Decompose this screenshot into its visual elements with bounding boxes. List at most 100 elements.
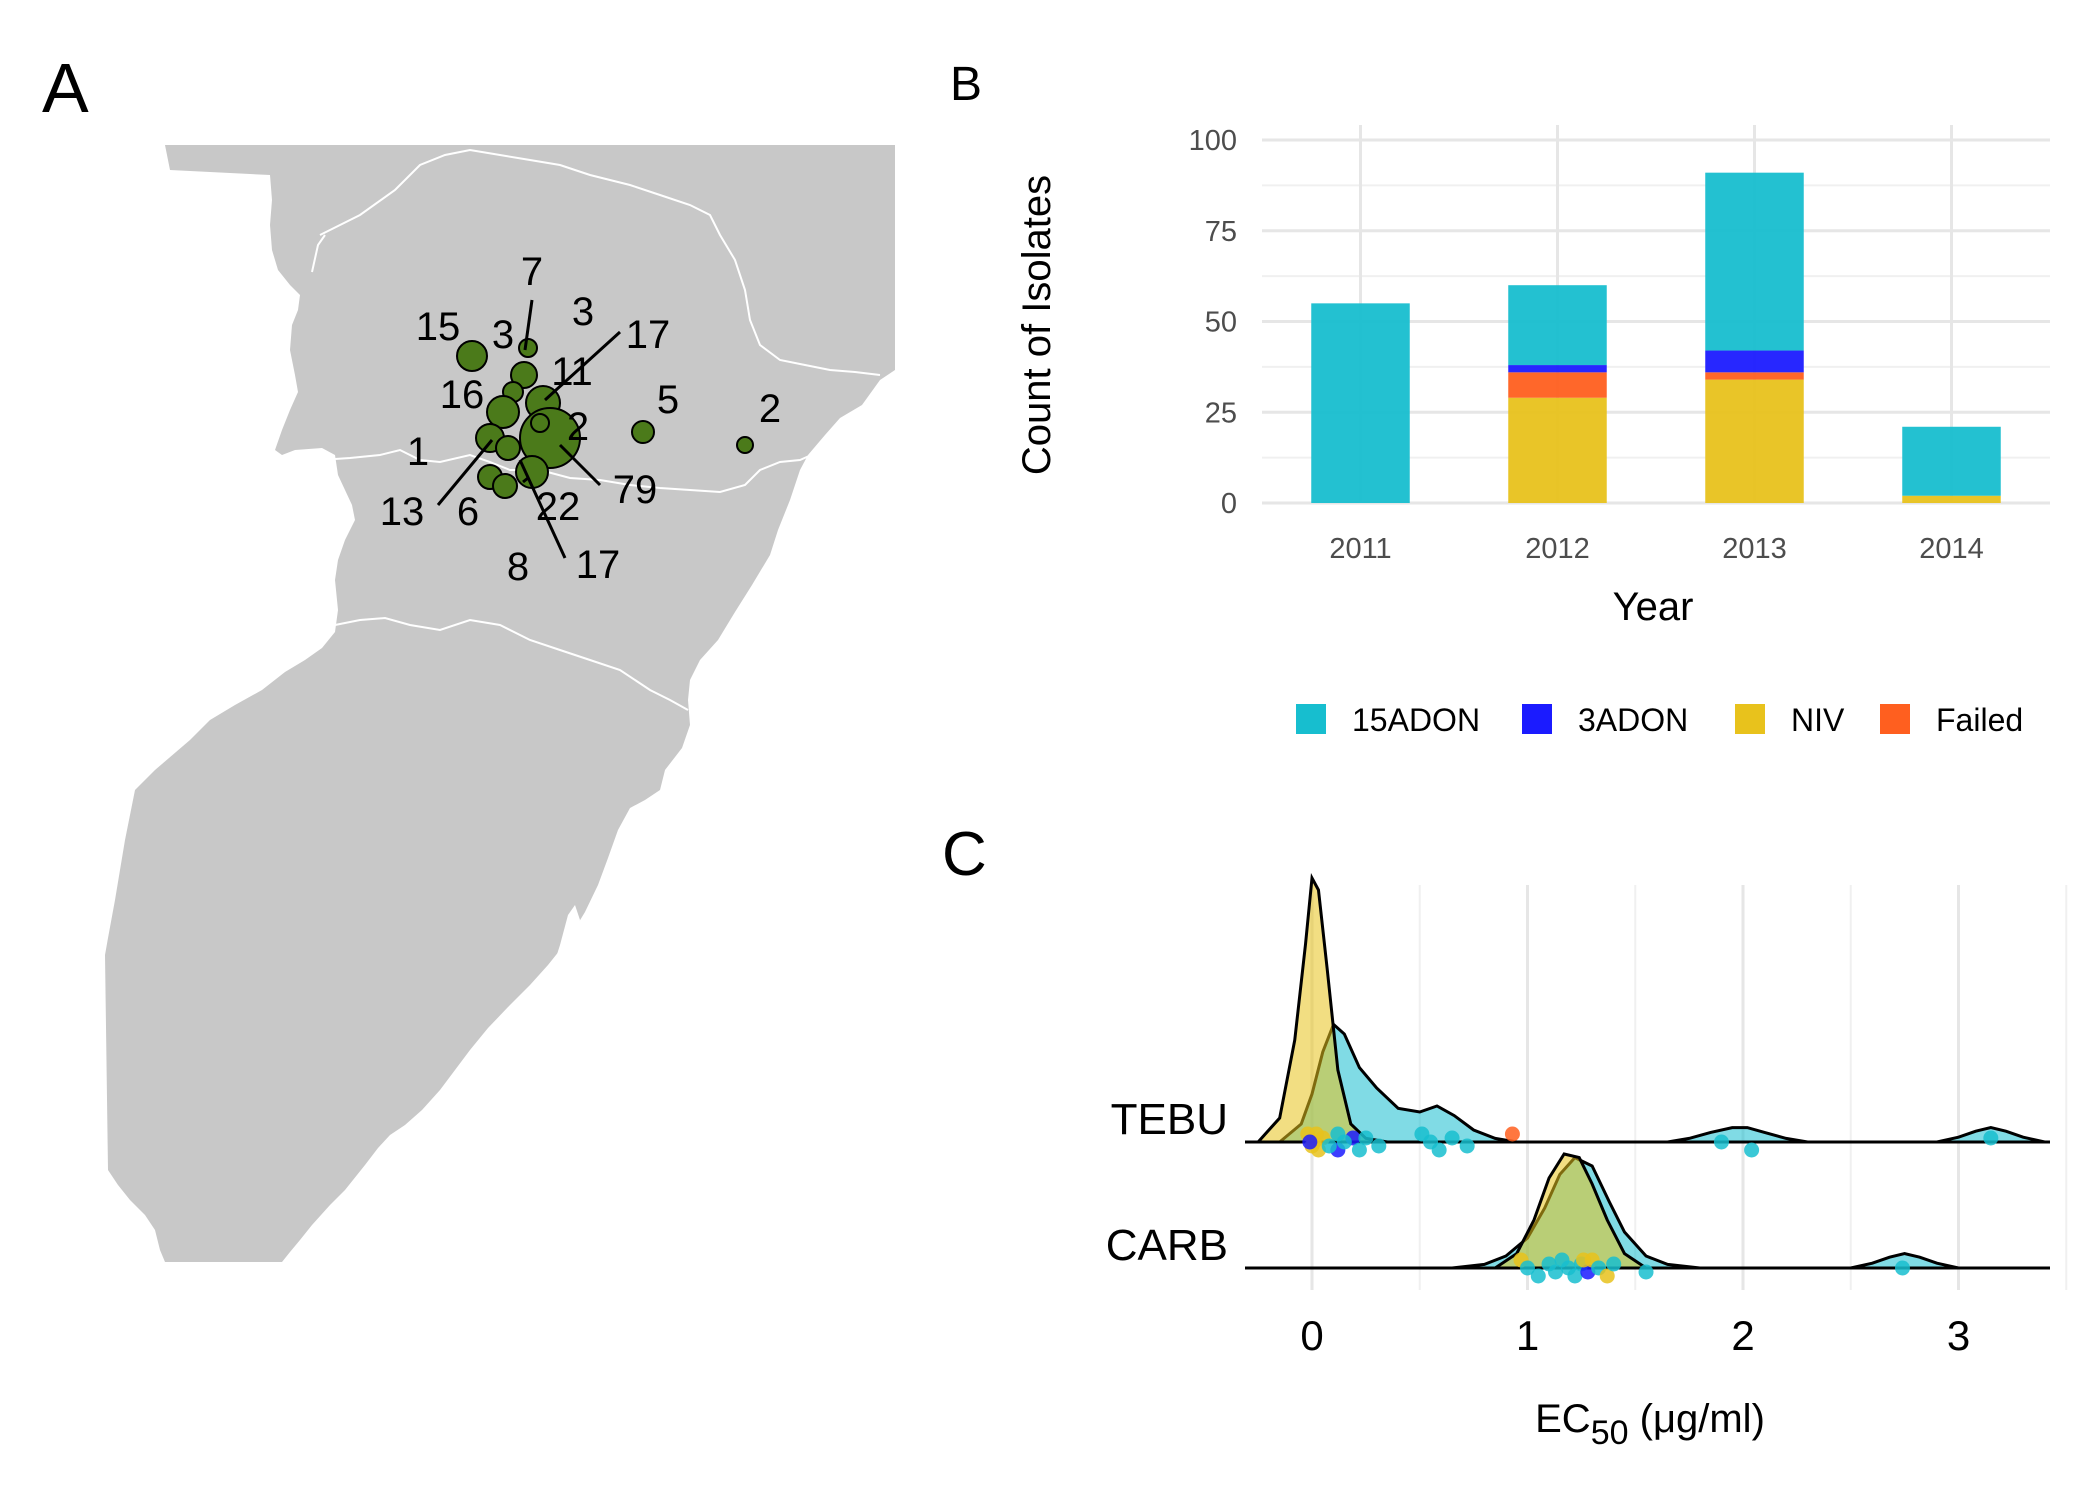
map-site-label: 2 <box>567 405 589 449</box>
data-point-15adon <box>1713 1134 1729 1150</box>
bar-chart-y-tick-label: 25 <box>1205 397 1237 429</box>
map-site-label: 17 <box>626 313 671 357</box>
map-site-label: 16 <box>440 373 485 417</box>
map-site-label: 15 <box>416 305 461 349</box>
density-outline-15adon <box>1850 1252 1959 1270</box>
ridgeline-marks <box>1245 872 2050 1284</box>
map-site-marker <box>736 436 754 454</box>
ridgeline-x-tick-label: 2 <box>1731 1312 1754 1359</box>
map-site-label: 5 <box>657 378 679 422</box>
data-point-15adon <box>1744 1142 1760 1158</box>
ridgeline-chart: 0 1 2 3 TEBU CARB EC50 (μg/ml) <box>1106 872 2068 1452</box>
data-point-15adon <box>1548 1264 1564 1280</box>
state-border-south <box>334 616 689 711</box>
bar-segment-15adon <box>1311 303 1410 503</box>
bar-chart: 0 25 50 75 100 2011 2012 2013 2014 Year Count o… <box>1015 125 2050 738</box>
ridgeline-x-title-main: EC <box>1535 1397 1591 1441</box>
map-site-label: 3 <box>492 313 514 357</box>
bar-chart-x-tick-label: 2011 <box>1329 533 1391 565</box>
bar-segment-15adon <box>1705 172 1804 351</box>
legend-label-15adon: 15ADON <box>1352 702 1480 738</box>
map-site-label: 13 <box>380 490 425 534</box>
data-point-failed <box>1504 1126 1520 1142</box>
data-point-15adon <box>1606 1256 1622 1272</box>
legend-label-failed: Failed <box>1936 702 2023 738</box>
ridgeline-x-title-unit: (μg/ml) <box>1629 1397 1765 1441</box>
map-site-label: 17 <box>576 543 621 587</box>
density-fill-niv <box>1495 1154 1647 1268</box>
bar-segment-failed <box>1508 372 1607 398</box>
panel-c-letter: C <box>942 820 987 889</box>
legend-swatch-failed <box>1880 704 1910 734</box>
map-site-marker <box>530 413 550 433</box>
bar-segment-15adon <box>1902 426 2001 496</box>
map-leader-line <box>436 439 494 506</box>
data-point-niv <box>1599 1268 1615 1284</box>
ridgeline-x-axis-title: EC50 (μg/ml) <box>1535 1397 1765 1452</box>
data-point-3adon <box>1302 1134 1318 1150</box>
bar-chart-bars <box>1311 172 2001 503</box>
bar-segment-niv <box>1508 397 1607 503</box>
legend-swatch-3adon <box>1522 704 1552 734</box>
ridgeline-x-tick-label: 1 <box>1516 1312 1539 1359</box>
bar-chart-x-tick-label: 2014 <box>1919 533 1984 565</box>
map-leader-line <box>558 443 602 487</box>
data-point-15adon <box>1336 1134 1352 1150</box>
ridgeline-category-label: CARB <box>1106 1221 1228 1270</box>
map-lagoon <box>546 905 580 1000</box>
data-point-15adon <box>1520 1260 1535 1276</box>
data-point-15adon <box>1431 1142 1447 1158</box>
map-site-marker <box>631 420 655 444</box>
bar-chart-y-tick-label: 50 <box>1205 307 1237 339</box>
data-point-niv <box>1576 1252 1592 1268</box>
bar-segment-15adon <box>1508 285 1607 366</box>
density-fill-15adon <box>1850 1253 1959 1268</box>
map-site-label: 11 <box>551 350 593 394</box>
legend-label-3adon: 3ADON <box>1578 702 1688 738</box>
legend-label-niv: NIV <box>1791 702 1845 738</box>
map-site-label: 79 <box>613 468 658 512</box>
data-point-15adon <box>1567 1268 1583 1284</box>
map-site-label: 7 <box>521 250 543 294</box>
density-outline-15adon <box>1667 1126 1808 1144</box>
bar-segment-3adon <box>1705 350 1804 373</box>
bar-segment-niv <box>1705 379 1804 503</box>
ridgeline-x-tick-label: 3 <box>1947 1312 1970 1359</box>
bar-chart-y-tick-label: 75 <box>1205 216 1237 248</box>
data-point-15adon <box>1321 1138 1337 1154</box>
map-site-label: 8 <box>507 545 529 589</box>
data-point-15adon <box>1638 1264 1654 1280</box>
bar-chart-legend: 15ADON 3ADON NIV Failed <box>1296 702 2023 738</box>
data-point-15adon <box>1894 1260 1910 1276</box>
density-outline-15adon <box>1936 1126 2046 1144</box>
state-border-north <box>319 148 881 376</box>
map-leader-line <box>523 299 534 351</box>
bar-segment-niv <box>1902 495 2001 503</box>
map-site-label: 2 <box>759 387 781 431</box>
map-site-label: 1 <box>407 430 429 474</box>
map-site-label: 6 <box>457 490 479 534</box>
bar-chart-y-ticks: 0 25 50 75 100 <box>1189 125 1237 520</box>
bar-chart-y-axis-title: Count of Isolates <box>1015 175 1059 475</box>
ridgeline-category-label: TEBU <box>1111 1095 1228 1144</box>
map-site-marker <box>492 473 518 499</box>
map-site-marker <box>510 361 538 389</box>
data-point-15adon <box>1459 1138 1475 1154</box>
density-outline-niv <box>1494 1152 1647 1270</box>
ridgeline-x-tick-label: 0 <box>1300 1312 1323 1359</box>
data-point-15adon <box>1530 1268 1546 1284</box>
map-leader-line <box>543 330 622 402</box>
bar-chart-x-tick-label: 2013 <box>1722 533 1787 565</box>
density-fill-niv <box>1258 878 1388 1142</box>
bar-segment-3adon <box>1508 365 1607 373</box>
map-site-marker <box>456 340 488 372</box>
legend-swatch-15adon <box>1296 704 1326 734</box>
panel-a-letter: A <box>42 49 89 127</box>
bar-chart-x-tick-label: 2012 <box>1525 533 1590 565</box>
ridgeline-category-labels: TEBU CARB <box>1106 1095 1228 1270</box>
bar-chart-y-tick-label: 0 <box>1221 488 1237 520</box>
map-site-marker <box>486 395 520 429</box>
data-point-15adon <box>1351 1142 1367 1158</box>
